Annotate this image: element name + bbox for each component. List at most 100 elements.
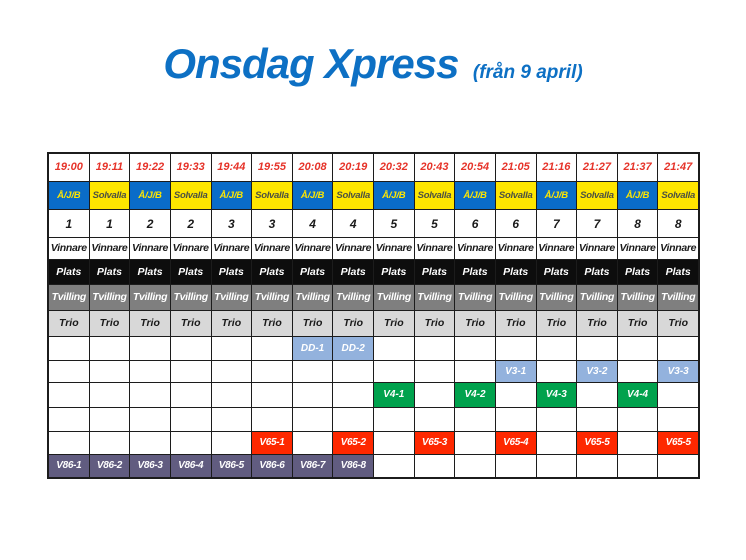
bet-cell-plats-1: Plats: [49, 260, 89, 284]
bet-cell-tvilling-1: Tvilling: [49, 285, 89, 310]
time-cell-8: 20:19: [333, 154, 373, 181]
race-number-cell-1: 1: [49, 210, 89, 237]
v3-row-cell-4: [170, 361, 211, 382]
time-cell-14: 21:27: [577, 154, 617, 181]
v4-row-cell-6: [252, 383, 292, 407]
bet-cell-trio-1: Trio: [49, 311, 89, 336]
time-cell-15: 21:37: [617, 154, 658, 181]
v86-row-cell-1: V86-1: [49, 455, 89, 477]
race-number-cell-3: 2: [130, 210, 170, 237]
v86-row-cell-12: [495, 455, 536, 477]
time-cell-2: 19:11: [89, 154, 130, 181]
v86-row-cell-6: V86-6: [252, 455, 292, 477]
bet-cell-trio-16: Trio: [658, 311, 698, 336]
bet-cell-trio-11: Trio: [455, 311, 495, 336]
v65-row-cell-1: [49, 432, 89, 454]
bet-cell-trio-5: Trio: [211, 311, 252, 336]
bet-cell-trio-2: Trio: [89, 311, 130, 336]
venue-cell-7: Å/J/B: [292, 182, 333, 209]
bet-cell-trio-6: Trio: [252, 311, 292, 336]
time-cell-9: 20:32: [374, 154, 414, 181]
bet-cell-plats-13: Plats: [536, 260, 577, 284]
bet-cell-tvilling-7: Tvilling: [292, 285, 333, 310]
v65-row-cell-6: V65-1: [252, 432, 292, 454]
dd-row-cell-10: [414, 337, 455, 360]
empty-row-cell-15: [617, 408, 658, 431]
bet-cell-vinnare-8: Vinnare: [333, 238, 373, 259]
race-number-cell-12: 6: [495, 210, 536, 237]
v4-row-cell-14: [577, 383, 617, 407]
v3-row-cell-5: [211, 361, 252, 382]
bet-cell-vinnare-5: Vinnare: [211, 238, 252, 259]
v86-row-cell-14: [577, 455, 617, 477]
bet-cell-vinnare-11: Vinnare: [455, 238, 495, 259]
venue-cell-11: Å/J/B: [455, 182, 495, 209]
race-number-cell-5: 3: [211, 210, 252, 237]
v3-row-cell-9: [374, 361, 414, 382]
v86-row-cell-9: [374, 455, 414, 477]
v4-row-cell-2: [89, 383, 130, 407]
race-number-cell-8: 4: [333, 210, 373, 237]
bet-cell-plats-8: Plats: [333, 260, 373, 284]
v86-row-cell-11: [455, 455, 495, 477]
bet-cell-vinnare-13: Vinnare: [536, 238, 577, 259]
dd-row-cell-11: [455, 337, 495, 360]
v65-row-cell-16: V65-5: [658, 432, 698, 454]
v4-row-cell-11: V4-2: [455, 383, 495, 407]
v86-row-cell-10: [414, 455, 455, 477]
bet-cell-plats-15: Plats: [617, 260, 658, 284]
time-cell-11: 20:54: [455, 154, 495, 181]
bet-cell-trio-14: Trio: [577, 311, 617, 336]
bet-cell-plats-4: Plats: [170, 260, 211, 284]
venue-cell-10: Solvalla: [414, 182, 455, 209]
dd-row-cell-6: [252, 337, 292, 360]
dd-row-cell-15: [617, 337, 658, 360]
venue-cell-6: Solvalla: [252, 182, 292, 209]
bet-cell-plats-9: Plats: [374, 260, 414, 284]
time-cell-12: 21:05: [495, 154, 536, 181]
bet-cell-tvilling-13: Tvilling: [536, 285, 577, 310]
v86-row-cell-8: V86-8: [333, 455, 373, 477]
empty-row-cell-1: [49, 408, 89, 431]
dd-row-cell-2: [89, 337, 130, 360]
dd-row-cell-16: [658, 337, 698, 360]
venue-cell-4: Solvalla: [170, 182, 211, 209]
bet-cell-plats-10: Plats: [414, 260, 455, 284]
venue-cell-16: Solvalla: [658, 182, 698, 209]
v65-row-cell-5: [211, 432, 252, 454]
dd-row-cell-14: [577, 337, 617, 360]
empty-row-cell-9: [374, 408, 414, 431]
race-number-cell-2: 1: [89, 210, 130, 237]
race-number-cell-10: 5: [414, 210, 455, 237]
v3-row-cell-13: [536, 361, 577, 382]
bet-cell-trio-12: Trio: [495, 311, 536, 336]
empty-row-cell-14: [577, 408, 617, 431]
page-title-main: Onsdag Xpress: [163, 40, 459, 87]
bet-cell-plats-16: Plats: [658, 260, 698, 284]
v3-row-cell-1: [49, 361, 89, 382]
v65-row-cell-4: [170, 432, 211, 454]
venue-cell-15: Å/J/B: [617, 182, 658, 209]
v86-row-cell-13: [536, 455, 577, 477]
v65-row-cell-3: [130, 432, 170, 454]
venue-cell-9: Å/J/B: [374, 182, 414, 209]
empty-row-cell-4: [170, 408, 211, 431]
bet-cell-tvilling-16: Tvilling: [658, 285, 698, 310]
v86-row-cell-15: [617, 455, 658, 477]
race-number-cell-16: 8: [658, 210, 698, 237]
venue-cell-2: Solvalla: [89, 182, 130, 209]
dd-row-cell-12: [495, 337, 536, 360]
time-cell-6: 19:55: [252, 154, 292, 181]
v86-row-cell-5: V86-5: [211, 455, 252, 477]
venue-cell-13: Å/J/B: [536, 182, 577, 209]
v3-row-cell-14: V3-2: [577, 361, 617, 382]
venue-cell-8: Solvalla: [333, 182, 373, 209]
dd-row-cell-9: [374, 337, 414, 360]
bet-cell-trio-8: Trio: [333, 311, 373, 336]
dd-row-cell-5: [211, 337, 252, 360]
bet-cell-tvilling-14: Tvilling: [577, 285, 617, 310]
bet-cell-tvilling-15: Tvilling: [617, 285, 658, 310]
dd-row-cell-7: DD-1: [292, 337, 333, 360]
bet-cell-tvilling-10: Tvilling: [414, 285, 455, 310]
